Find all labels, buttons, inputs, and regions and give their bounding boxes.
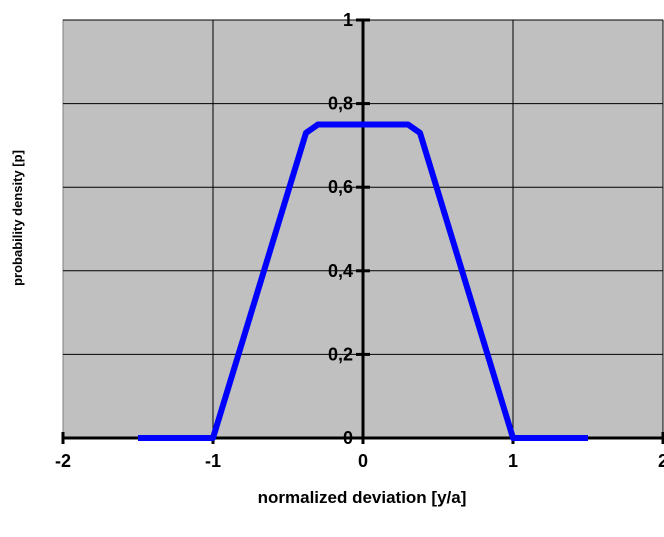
x-axis-title: normalized deviation [y/a] — [258, 488, 467, 507]
x-tick-label-3: 1 — [508, 451, 518, 471]
x-tick-label-2: 0 — [358, 451, 368, 471]
y-axis-title: probability density [p] — [10, 150, 25, 286]
y-tick-label-4: 0,8 — [328, 94, 353, 114]
series-line-0 — [138, 121, 588, 441]
y-tick-label-2: 0,4 — [328, 261, 353, 281]
x-tick-label-4: 2 — [658, 451, 664, 471]
x-tick-label-0: -2 — [55, 451, 71, 471]
tick-labels: -2 -1 0 1 2 0 0,2 0,4 0,6 0,8 1 — [55, 10, 664, 471]
series-layer — [138, 121, 588, 441]
y-tick-label-5: 1 — [343, 10, 353, 30]
y-tick-label-1: 0,2 — [328, 344, 353, 364]
x-tick-label-1: -1 — [205, 451, 221, 471]
y-tick-label-0: 0 — [343, 428, 353, 448]
y-tick-label-3: 0,6 — [328, 177, 353, 197]
